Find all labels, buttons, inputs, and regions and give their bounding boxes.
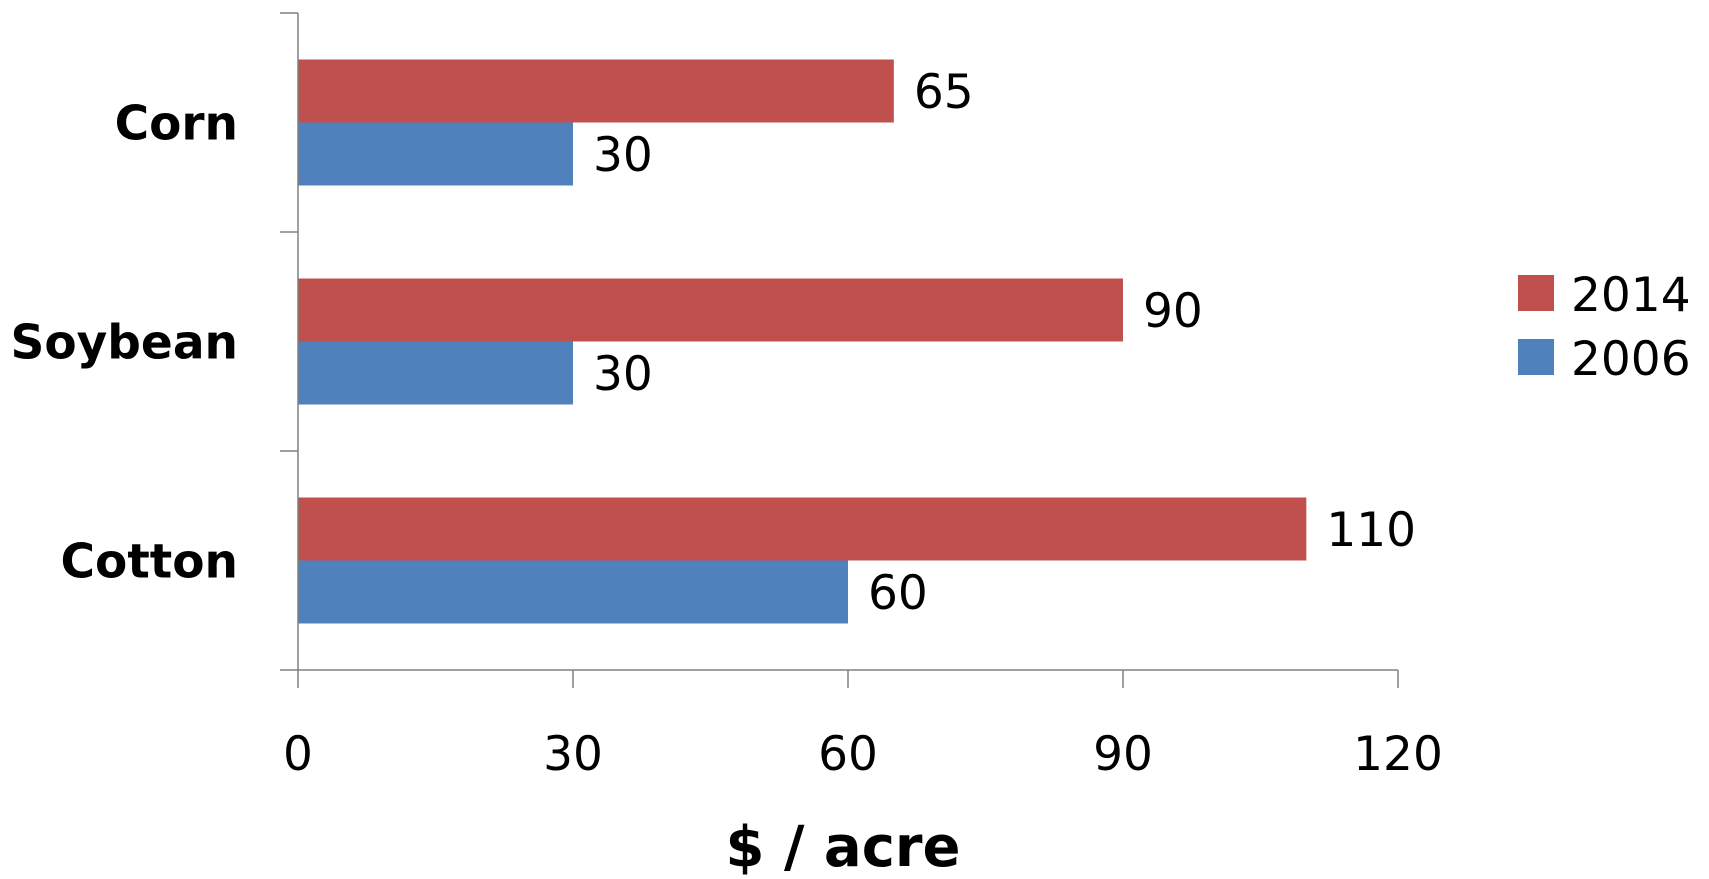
legend: 2014 2006	[1518, 268, 1691, 387]
bar-soybean-2006	[298, 341, 573, 405]
x-axis-title: $ / acre	[726, 815, 961, 879]
bar-cotton-2006	[298, 560, 848, 624]
data-label-cotton-2006: 60	[868, 566, 928, 621]
category-label-soybean: Soybean	[11, 316, 238, 371]
legend-swatch-2006	[1518, 339, 1554, 375]
legend-label-2014: 2014	[1571, 268, 1691, 323]
x-tick-label: 60	[818, 727, 878, 782]
bar-cotton-2014	[298, 497, 1307, 561]
category-label-cotton: Cotton	[61, 535, 238, 590]
x-tick-label: 120	[1353, 727, 1443, 782]
data-label-soybean-2006: 30	[593, 347, 653, 402]
bar-corn-2006	[298, 122, 573, 186]
plot-area: 65 30 90 30 110 60	[298, 59, 1416, 624]
x-tick-label: 30	[543, 727, 603, 782]
category-label-corn: Corn	[115, 97, 238, 152]
x-tick-label: 90	[1093, 727, 1153, 782]
legend-label-2006: 2006	[1571, 332, 1691, 387]
bar-soybean-2014	[298, 278, 1123, 342]
data-label-cotton-2014: 110	[1326, 503, 1416, 558]
legend-swatch-2014	[1518, 275, 1554, 311]
x-tick-label: 0	[283, 727, 313, 782]
bar-corn-2014	[298, 59, 894, 123]
data-label-soybean-2014: 90	[1143, 284, 1203, 339]
data-label-corn-2006: 30	[593, 128, 653, 183]
data-label-corn-2014: 65	[914, 65, 974, 120]
axes: Corn Soybean Cotton 0 30 60 90 120	[11, 12, 1443, 782]
